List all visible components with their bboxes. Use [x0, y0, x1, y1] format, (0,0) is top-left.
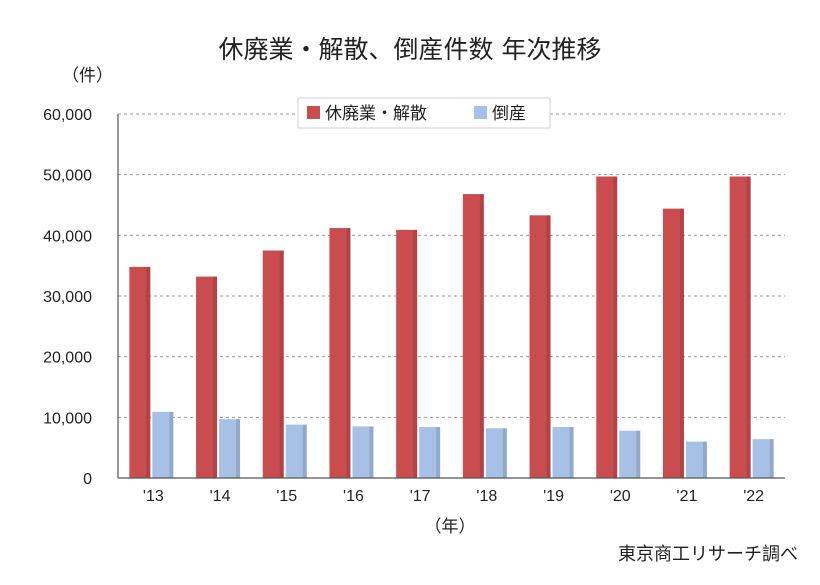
legend-label-haigyo: 休廃業・解散	[325, 104, 427, 124]
bar-shade	[636, 430, 641, 478]
bar-shade	[679, 208, 684, 478]
bar-shade	[413, 229, 418, 478]
x-tick-label: '13	[143, 488, 164, 505]
bar-tosan	[419, 427, 441, 478]
bar-haigyo	[196, 276, 218, 478]
bar-shade	[613, 176, 618, 478]
bar-fill	[685, 441, 707, 478]
x-tick-label: '16	[343, 488, 364, 505]
x-tick-label: '19	[543, 488, 564, 505]
bar-fill	[129, 266, 151, 478]
bar-fill	[552, 427, 574, 478]
bar-shade	[436, 427, 441, 478]
y-tick-label: 10,000	[43, 410, 92, 427]
bar-haigyo	[396, 229, 418, 478]
x-tick-label: '18	[476, 488, 497, 505]
y-tick-label: 30,000	[43, 289, 92, 306]
bar-haigyo	[596, 176, 618, 478]
legend-label-tosan: 倒産	[492, 104, 526, 124]
legend-swatch-haigyo	[307, 106, 320, 119]
legend-swatch-tosan	[474, 106, 487, 119]
bar-tosan	[752, 439, 774, 478]
bar-fill	[662, 208, 684, 478]
x-tick-label: '21	[677, 488, 698, 505]
bar-haigyo	[662, 208, 684, 478]
bar-shade	[479, 194, 484, 478]
bar-fill	[752, 439, 774, 478]
bar-shade	[569, 427, 574, 478]
bar-tosan	[219, 419, 241, 478]
bar-fill	[329, 228, 351, 478]
y-tick-label: 60,000	[43, 107, 92, 124]
bar-shade	[236, 419, 241, 478]
y-tick-label: 40,000	[43, 228, 92, 245]
chart-title: 休廃業・解散、倒産件数 年次推移	[219, 35, 602, 64]
bar-shade	[546, 215, 551, 478]
bar-fill	[285, 424, 307, 478]
source-note: 東京商工リサーチ調べ	[618, 544, 798, 565]
bar-fill	[529, 215, 551, 478]
x-tick-label: '15	[276, 488, 297, 505]
bar-shade	[702, 441, 707, 478]
x-tick-label: '14	[210, 488, 231, 505]
bar-tosan	[552, 427, 574, 478]
bar-haigyo	[729, 176, 751, 478]
bar-tosan	[485, 428, 507, 478]
bar-tosan	[352, 426, 374, 478]
bar-fill	[196, 276, 218, 478]
x-unit-label: （年）	[425, 517, 476, 537]
legend-box	[297, 97, 551, 129]
y-unit-label: （件）	[62, 66, 113, 86]
bar-tosan	[285, 424, 307, 478]
bar-shade	[279, 250, 284, 478]
bar-shade	[346, 228, 351, 478]
bar-fill	[396, 229, 418, 478]
bar-fill	[596, 176, 618, 478]
bar-fill	[619, 430, 641, 478]
bar-tosan	[619, 430, 641, 478]
grid-layer	[118, 113, 785, 418]
x-tick-labels: '13 '14 '15 '16 '17 '18 '19 '20 '21 '22	[143, 488, 764, 505]
bar-fill	[485, 428, 507, 478]
bars	[129, 176, 774, 478]
bar-haigyo	[129, 266, 151, 478]
y-tick-label: 50,000	[43, 168, 92, 185]
bar-fill	[352, 426, 374, 478]
bar-fill	[419, 427, 441, 478]
bar-shade	[146, 266, 151, 478]
bar-haigyo	[329, 228, 351, 478]
y-tick-labels: 0 10,000 20,000 30,000 40,000 50,000 60,000	[43, 107, 92, 488]
axes	[117, 114, 785, 479]
bar-fill	[462, 194, 484, 478]
bar-fill	[729, 176, 751, 478]
y-tick-label: 0	[83, 471, 92, 488]
x-tick-label: '20	[610, 488, 631, 505]
legend: 休廃業・解散 倒産	[297, 97, 551, 129]
bar-tosan	[685, 441, 707, 478]
bar-shade	[369, 426, 374, 478]
bar-shade	[302, 424, 307, 478]
bar-haigyo	[529, 215, 551, 478]
bar-shade	[169, 411, 174, 478]
bar-fill	[152, 411, 174, 478]
x-tick-label: '17	[410, 488, 431, 505]
bar-fill	[262, 250, 284, 478]
bar-haigyo	[462, 194, 484, 478]
bar-shade	[502, 428, 507, 478]
bar-shade	[213, 276, 218, 478]
bar-haigyo	[262, 250, 284, 478]
bar-fill	[219, 419, 241, 478]
y-tick-label: 20,000	[43, 350, 92, 367]
bar-shade	[769, 439, 774, 478]
bar-tosan	[152, 411, 174, 478]
bar-shade	[746, 176, 751, 478]
x-tick-label: '22	[743, 488, 764, 505]
